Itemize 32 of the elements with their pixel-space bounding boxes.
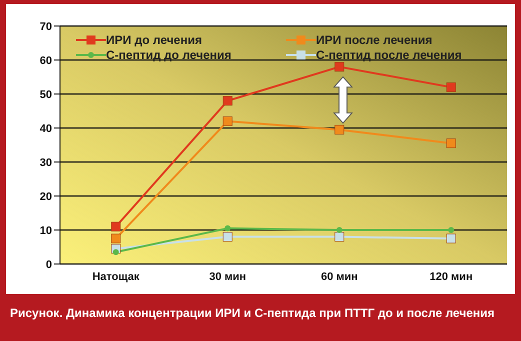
point (446, 234, 456, 244)
point (334, 62, 344, 72)
point (334, 232, 344, 242)
x-tick-label: 120 мин (430, 270, 473, 283)
point (336, 227, 342, 233)
y-tick-label: 0 (46, 258, 52, 271)
point (222, 232, 232, 242)
point (222, 96, 232, 106)
legend-label: ИРИ после лечения (316, 32, 432, 46)
point (112, 249, 119, 256)
point (111, 234, 121, 244)
point (446, 82, 456, 92)
y-tick-label: 50 (40, 88, 52, 101)
y-tick-label: 30 (40, 156, 52, 169)
text: Рисунок. Динамика концентрации ИРИ и С-пептида при ПТТГ до и после лечения (10, 306, 496, 320)
y-tick-label: 40 (40, 122, 52, 135)
point (222, 116, 232, 126)
legend-label: ИРИ до лечения (106, 32, 202, 46)
y-tick-label: 10 (40, 224, 52, 237)
x-tick-label: Натощак (92, 270, 140, 283)
x-tick-label: 30 мин (209, 270, 246, 283)
legend-label: С-пептид до лечения (106, 48, 232, 62)
point (111, 222, 121, 232)
y-tick-label: 20 (40, 190, 52, 203)
legend-label: С-пептид после лечения (316, 48, 462, 62)
y-tick-label: 60 (40, 54, 52, 67)
y-tick-label: 70 (40, 20, 52, 33)
point (334, 124, 344, 134)
x-tick-label: 60 мин (320, 270, 358, 283)
point (224, 225, 231, 232)
point (446, 138, 456, 148)
point (448, 227, 454, 233)
